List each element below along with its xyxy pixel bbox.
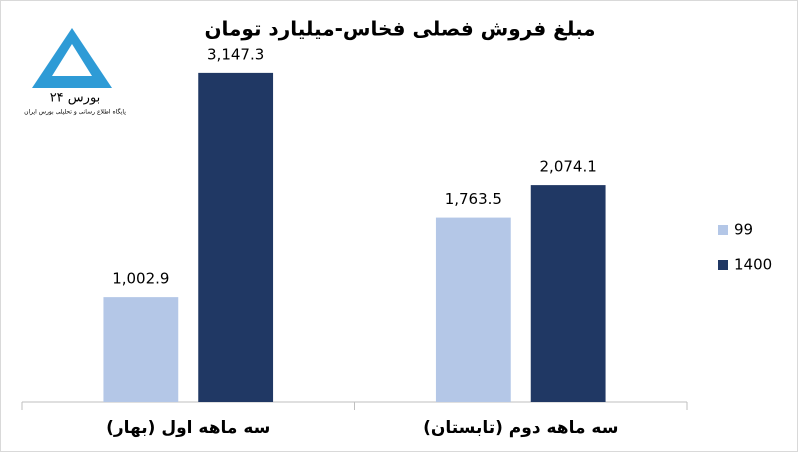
bar [435,217,511,402]
data-label: 1,763.5 [445,190,502,208]
chart-title: مبلغ فروش فصلی فخاس-میلیارد تومان [204,17,595,41]
data-label: 1,002.9 [112,270,169,288]
legend-swatch [718,260,728,270]
x-tick-label: سه ماهه دوم (تابستان) [423,418,618,438]
legend-swatch [718,225,728,235]
logo: بورس ۲۴ پایگاه اطلاع رسانی و تحلیلی بورس… [24,28,126,116]
x-tick-label: سه ماهه اول (بهار) [106,418,270,438]
data-label: 3,147.3 [207,45,264,63]
data-label: 2,074.1 [540,158,597,176]
logo-subtitle: پایگاه اطلاع رسانی و تحلیلی بورس ایران [24,108,126,116]
legend-label: 1400 [734,256,772,274]
legend-label: 99 [734,221,753,239]
bar [198,72,274,403]
bar [103,297,179,402]
logo-inner [52,44,92,76]
logo-title: بورس ۲۴ [50,91,101,106]
bar [530,185,606,402]
